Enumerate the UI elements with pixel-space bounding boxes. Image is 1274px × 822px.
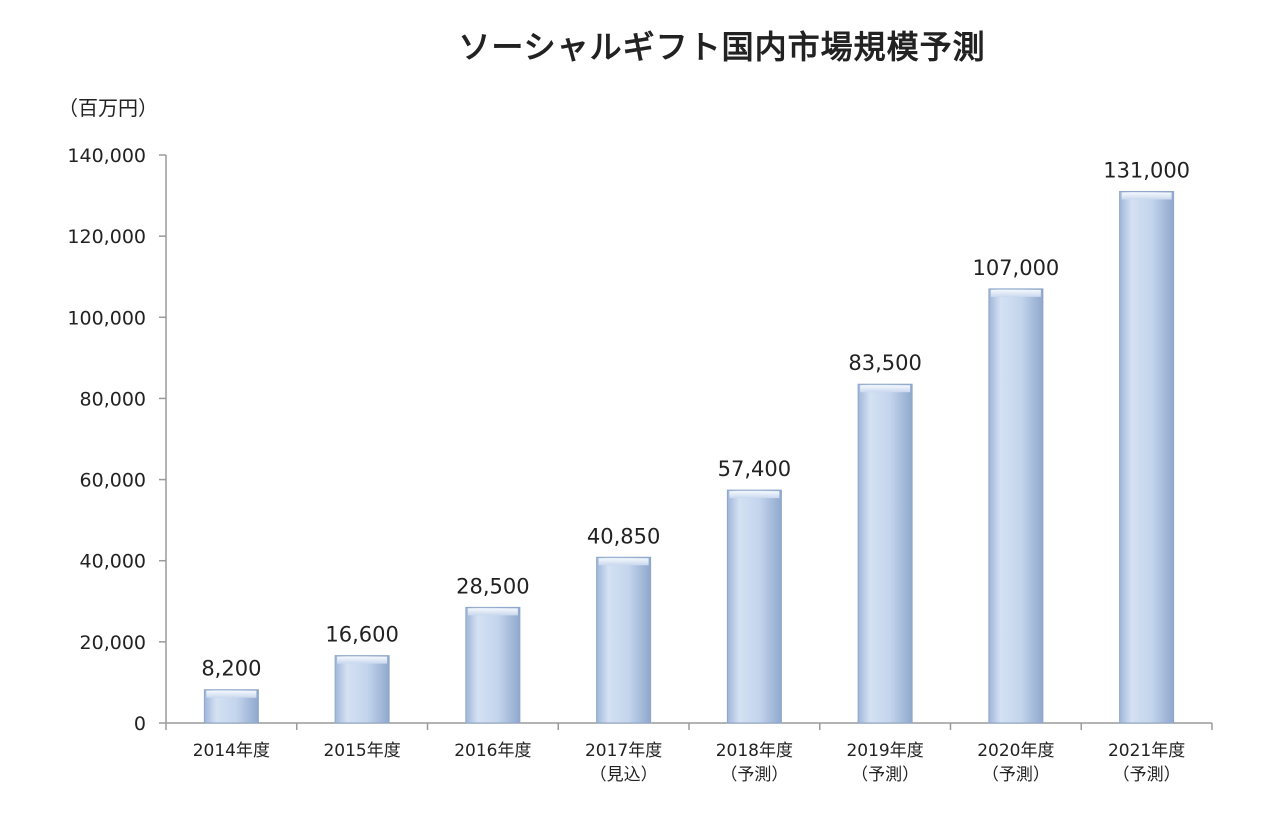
bar-highlight	[337, 656, 388, 664]
bar	[465, 606, 521, 724]
bar-body	[1119, 191, 1175, 724]
bar-body	[334, 655, 390, 724]
x-tick-label: （予測）	[851, 765, 919, 785]
y-axis-unit-label: （百万円）	[58, 96, 158, 120]
data-label: 83,500	[848, 351, 921, 375]
bar-highlight	[467, 608, 518, 616]
data-label: 8,200	[201, 657, 261, 681]
data-label: 107,000	[972, 256, 1059, 280]
x-tick-label: （予測）	[982, 765, 1050, 785]
x-tick-label: （見込）	[590, 765, 658, 785]
bar-body	[726, 489, 782, 724]
x-tick-label: （予測）	[1113, 765, 1181, 785]
y-tick-label: 40,000	[80, 551, 146, 573]
bar	[334, 655, 390, 724]
bar-body	[465, 606, 521, 724]
bar-body	[596, 556, 652, 724]
y-tick-label: 100,000	[67, 307, 146, 329]
data-label: 57,400	[718, 457, 791, 481]
y-tick-label: 140,000	[67, 145, 146, 167]
x-tick-label: 2016年度	[454, 741, 531, 761]
x-tick-label: 2021年度	[1108, 741, 1185, 761]
bar	[988, 288, 1044, 724]
bar	[726, 489, 782, 724]
x-tick-label: 2020年度	[977, 741, 1054, 761]
bar-highlight	[729, 491, 780, 499]
bar	[203, 689, 259, 724]
bar	[857, 383, 913, 724]
y-tick-label: 0	[134, 713, 146, 735]
x-tick-label: 2015年度	[323, 741, 400, 761]
bar-body	[988, 288, 1044, 724]
x-tick-label: 2014年度	[193, 741, 270, 761]
data-label: 40,850	[587, 524, 660, 548]
x-tick-label: 2019年度	[846, 741, 923, 761]
x-tick-label: 2018年度	[716, 741, 793, 761]
data-label: 16,600	[325, 623, 398, 647]
bar-highlight	[860, 385, 911, 393]
bar-body	[857, 383, 913, 724]
x-tick-label: （予測）	[720, 765, 788, 785]
data-label: 131,000	[1103, 159, 1190, 183]
chart-title: ソーシャルギフト国内市場規模予測	[458, 28, 986, 66]
bar-highlight	[206, 690, 257, 698]
x-tick-label: 2017年度	[585, 741, 662, 761]
bar	[596, 556, 652, 724]
data-label: 28,500	[456, 574, 529, 598]
bar-highlight	[990, 289, 1041, 297]
bar	[1119, 191, 1175, 724]
bar-highlight	[598, 558, 649, 566]
y-tick-label: 80,000	[80, 388, 146, 410]
bar-highlight	[1121, 192, 1172, 200]
y-tick-label: 60,000	[80, 470, 146, 492]
y-tick-label: 120,000	[67, 226, 146, 248]
y-tick-label: 20,000	[80, 632, 146, 654]
